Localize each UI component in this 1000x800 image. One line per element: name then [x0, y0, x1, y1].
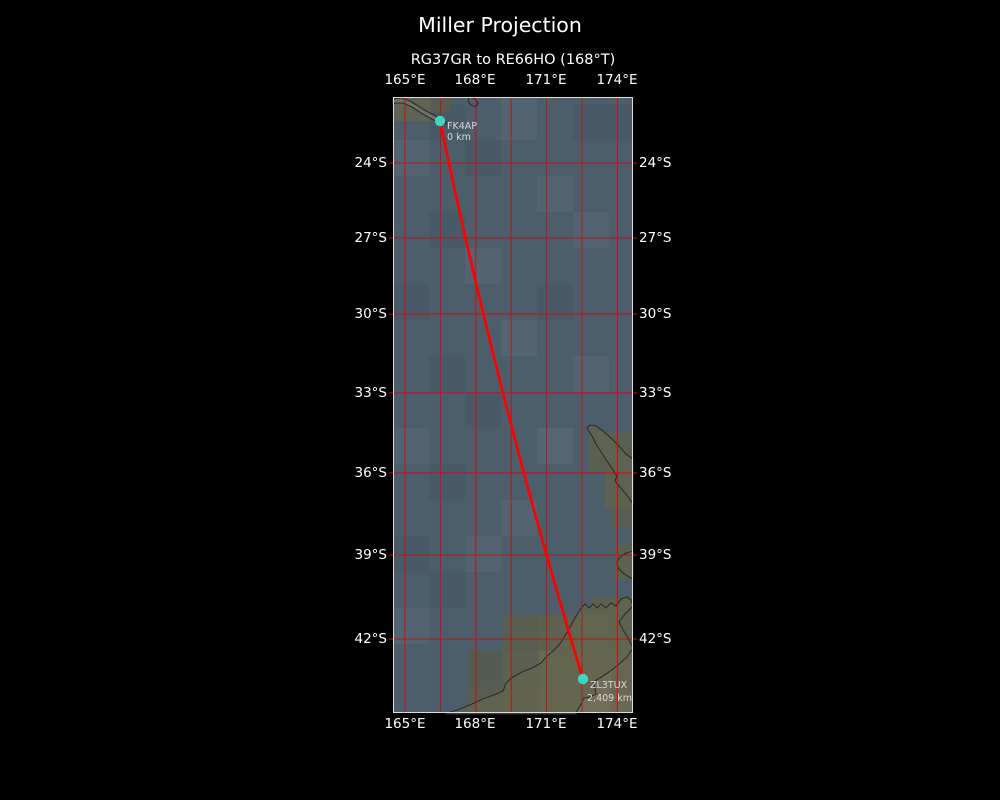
axis-label-lat-right: 42°S: [639, 631, 672, 647]
axis-label-lon-top: 171°E: [525, 72, 567, 88]
axis-label-lon-bottom: 174°E: [596, 716, 638, 732]
axis-label-lon-bottom: 165°E: [384, 716, 426, 732]
coastline-taranaki: [616, 550, 634, 580]
axis-label-lat-right: 39°S: [639, 547, 672, 563]
axis-label-lat-right: 24°S: [639, 155, 672, 171]
route-line: [438, 119, 585, 681]
axis-label-lon-bottom: 171°E: [525, 716, 567, 732]
graticule: [389, 97, 637, 713]
figure-title: Miller Projection: [418, 13, 582, 37]
axis-label-lon-top: 165°E: [384, 72, 426, 88]
coastline-north-island: [586, 424, 634, 505]
axis-label-lat-left: 33°S: [354, 385, 388, 401]
axis-label-lat-right: 30°S: [639, 306, 672, 322]
coastline-south-island: [444, 596, 634, 715]
axis-label-lon-top: 168°E: [454, 72, 496, 88]
map-plot: FK4AP 0 km ZL3TUX 2,409 km: [389, 96, 637, 715]
axis-label-lat-right: 33°S: [639, 385, 672, 401]
start-marker-callsign: FK4AP: [447, 121, 477, 132]
axis-label-lat-left: 39°S: [354, 547, 388, 563]
axis-label-lat-left: 27°S: [354, 230, 388, 246]
axis-label-lon-bottom: 168°E: [454, 716, 496, 732]
axis-label-lat-right: 36°S: [639, 465, 672, 481]
axis-label-lat-left: 36°S: [354, 465, 388, 481]
end-marker: [577, 673, 589, 685]
end-marker-distance: 2,409 km: [587, 693, 632, 704]
axis-label-lat-right: 27°S: [639, 230, 672, 246]
axis-label-lat-left: 42°S: [354, 631, 388, 647]
end-marker-callsign: ZL3TUX: [590, 680, 628, 691]
axis-label-lon-top: 174°E: [596, 72, 638, 88]
lat-ticks: [389, 162, 637, 640]
coastlines: [392, 96, 634, 715]
figure-subtitle: RG37GR to RE66HO (168°T): [410, 52, 616, 68]
start-marker-distance: 0 km: [447, 132, 471, 143]
axis-label-lat-left: 24°S: [354, 155, 388, 171]
axis-label-lat-left: 30°S: [354, 306, 388, 322]
start-marker: [434, 115, 446, 127]
coastline-new-caledonia: [392, 97, 447, 125]
map-frame: [393, 97, 633, 713]
